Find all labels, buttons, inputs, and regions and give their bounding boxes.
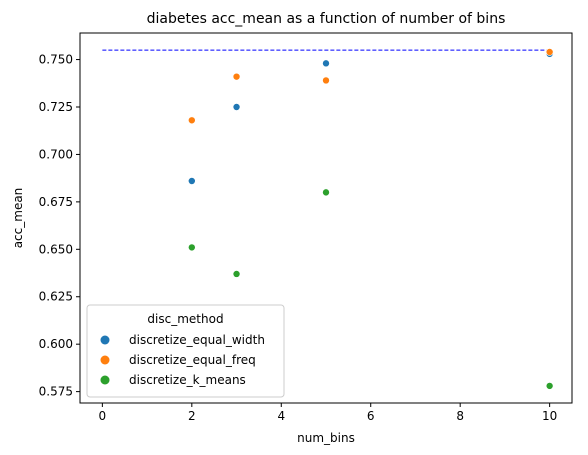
x-tick-label: 10 — [542, 409, 557, 423]
legend-title: disc_method — [147, 312, 223, 326]
data-point-discretize_k_means-3 — [545, 382, 554, 390]
legend-label-discretize_equal_width: discretize_equal_width — [129, 333, 265, 347]
y-tick-label: 0.675 — [39, 195, 73, 209]
legend-box — [86, 304, 285, 398]
plot-area — [79, 32, 573, 404]
y-axis-ticks: 0.575 0.600 0.625 0.650 0.675 0.700 0.725 0.750 — [39, 53, 80, 399]
x-tick-label: 8 — [456, 409, 464, 423]
data-point-discretize_equal_freq-2 — [322, 76, 330, 85]
legend-marker-discretize_equal_width — [100, 335, 110, 345]
x-axis-ticks: 0 2 4 6 8 10 — [99, 403, 557, 423]
y-axis-label: acc_mean — [11, 188, 25, 249]
y-tick-label: 0.700 — [39, 147, 73, 161]
chart-title: diabetes acc_mean as a function of numbe… — [147, 11, 506, 27]
y-tick-label: 0.600 — [39, 337, 73, 351]
y-tick-label: 0.725 — [39, 100, 73, 114]
data-point-discretize_equal_freq-3 — [545, 48, 554, 56]
y-tick-label: 0.575 — [39, 385, 73, 399]
legend-label-discretize_equal_freq: discretize_equal_freq — [129, 353, 256, 367]
y-tick-label: 0.625 — [39, 290, 73, 304]
x-tick-label: 4 — [277, 409, 285, 423]
legend-label-discretize_k_means: discretize_k_means — [129, 373, 246, 387]
legend-marker-discretize_k_means — [100, 375, 110, 385]
data-point-discretize_k_means-1 — [232, 270, 241, 278]
data-point-discretize_equal_width-1 — [232, 103, 241, 111]
data-point-discretize_equal_width-0 — [188, 177, 196, 185]
y-tick-label: 0.750 — [39, 53, 73, 67]
x-tick-label: 2 — [188, 409, 196, 423]
data-point-discretize_equal_width-2 — [322, 59, 330, 68]
x-tick-label: 6 — [367, 409, 375, 423]
x-axis-label: num_bins — [297, 431, 355, 445]
data-point-discretize_equal_freq-1 — [232, 72, 241, 81]
legend-marker-discretize_equal_freq — [100, 355, 110, 365]
data-point-discretize_k_means-0 — [188, 243, 196, 252]
data-point-discretize_equal_freq-0 — [188, 116, 196, 125]
x-tick-label: 0 — [99, 409, 107, 423]
data-point-discretize_k_means-2 — [322, 188, 330, 197]
y-tick-label: 0.650 — [39, 242, 73, 256]
plot-frame — [79, 32, 573, 404]
legend: disc_method discretize_equal_widthdiscret… — [86, 304, 285, 398]
